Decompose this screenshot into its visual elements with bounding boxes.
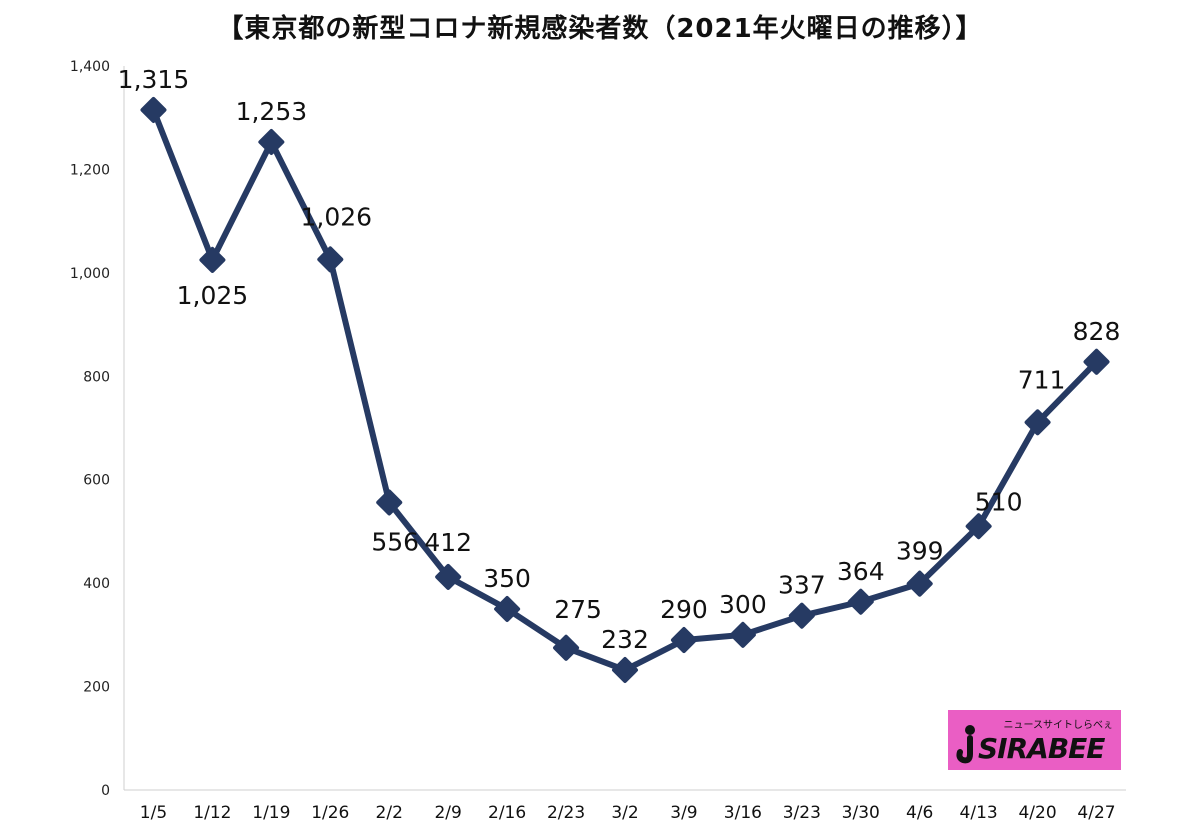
x-tick-label: 1/19	[252, 803, 290, 823]
data-label: 350	[483, 564, 531, 593]
data-point-marker	[788, 602, 815, 629]
x-tick-label: 4/27	[1077, 803, 1115, 823]
data-label: 828	[1073, 317, 1121, 346]
series-line	[150, 106, 1100, 674]
x-tick-label: 2/2	[376, 803, 403, 823]
x-tick-label: 3/30	[842, 803, 880, 823]
data-label: 1,025	[177, 281, 249, 310]
data-label: 399	[896, 537, 944, 566]
data-label: 337	[778, 571, 826, 600]
sirabee-logo: ニュースサイトしらべぇ SIRABEE	[948, 710, 1121, 770]
x-tick-label: 2/16	[488, 803, 526, 823]
data-label: 711	[1018, 365, 1066, 394]
data-point-marker	[435, 563, 462, 590]
data-label: 364	[837, 557, 885, 586]
y-tick-label: 800	[83, 369, 110, 385]
data-label: 412	[424, 528, 472, 557]
data-label: 510	[975, 487, 1023, 516]
x-tick-label: 3/9	[670, 803, 697, 823]
y-tick-label: 1,400	[70, 59, 110, 75]
x-tick-label: 4/20	[1018, 803, 1056, 823]
data-point-marker	[376, 489, 403, 516]
data-label: 275	[554, 595, 602, 624]
data-point-marker	[670, 627, 697, 654]
chart-title: 【東京都の新型コロナ新規感染者数（2021年火曜日の推移）】	[217, 14, 983, 44]
y-tick-label: 1,200	[70, 162, 110, 178]
data-label: 1,026	[301, 202, 373, 231]
data-point-marker	[140, 96, 167, 123]
x-tick-label: 2/23	[547, 803, 585, 823]
data-label: 1,253	[236, 97, 308, 126]
data-point-marker	[965, 513, 992, 540]
y-tick-label: 600	[83, 473, 110, 489]
data-label: 1,315	[118, 65, 190, 94]
x-tick-label: 1/12	[193, 803, 231, 823]
data-point-marker	[729, 621, 756, 648]
logo-text: SIRABEE	[978, 732, 1105, 765]
x-tick-label: 3/16	[724, 803, 762, 823]
data-point-marker	[612, 657, 638, 684]
data-point-marker	[199, 246, 226, 273]
data-point-marker	[553, 634, 580, 661]
x-tick-label: 2/9	[434, 803, 461, 823]
data-label: 556	[371, 527, 419, 556]
x-tick-label: 1/26	[311, 803, 349, 823]
data-point-marker	[906, 570, 933, 597]
y-tick-label: 1,000	[70, 266, 110, 282]
x-tick-label: 3/2	[611, 803, 638, 823]
data-point-marker	[317, 246, 344, 273]
logo-subtext: ニュースサイトしらべぇ	[1003, 720, 1114, 731]
logo-i-icon	[956, 725, 975, 764]
data-point-marker	[494, 596, 521, 622]
x-tick-label: 4/13	[960, 803, 998, 823]
x-tick-label: 4/6	[906, 803, 933, 823]
data-point-marker	[847, 588, 874, 615]
data-point-marker	[258, 129, 285, 156]
x-tick-label: 1/5	[140, 803, 167, 823]
y-tick-label: 400	[83, 576, 110, 592]
data-label: 290	[660, 595, 708, 624]
y-tick-label: 0	[101, 783, 110, 799]
data-label: 300	[719, 590, 767, 619]
x-tick-label: 3/23	[783, 803, 821, 823]
data-label: 232	[601, 625, 649, 654]
data-point-marker	[1083, 348, 1110, 375]
data-point-marker	[1024, 409, 1051, 436]
y-tick-label: 200	[83, 680, 110, 696]
